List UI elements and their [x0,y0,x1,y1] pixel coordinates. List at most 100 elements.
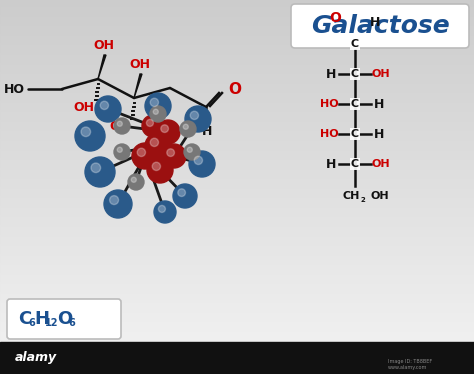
Bar [0,29,474,30]
Bar [0,225,474,226]
Bar [0,251,474,252]
Text: H: H [326,67,336,80]
Bar [0,76,474,77]
Text: CH: CH [342,191,360,201]
Text: OH: OH [372,69,390,79]
Bar [0,227,474,228]
Bar [0,0,474,1]
Bar [0,48,474,49]
Text: C: C [351,69,359,79]
Bar [0,187,474,188]
Text: H: H [374,128,384,141]
Bar [0,24,474,25]
Bar [0,62,474,63]
Bar [0,322,474,323]
Bar [0,223,474,224]
Bar [0,335,474,336]
Text: O: O [228,82,241,96]
Bar [0,323,474,324]
Bar [0,309,474,310]
Bar [0,274,474,275]
Bar [0,304,474,305]
Bar [0,131,474,132]
Text: 2: 2 [361,197,365,203]
Bar [0,185,474,186]
Bar [0,297,474,298]
Bar [0,192,474,193]
Bar [0,216,474,217]
Bar [0,51,474,52]
Bar [0,142,474,143]
Bar [0,60,474,61]
Bar [0,240,474,241]
Bar [0,157,474,158]
Bar [0,58,474,59]
Bar [0,261,474,262]
Bar [0,39,474,40]
Bar [0,20,474,21]
Bar [0,266,474,267]
Text: O: O [57,310,72,328]
Bar [0,57,474,58]
Text: Image ID: TB8BEF: Image ID: TB8BEF [388,359,432,365]
Circle shape [167,149,174,156]
Bar [0,111,474,112]
Circle shape [150,98,158,107]
Circle shape [183,124,188,129]
Bar [0,317,474,318]
Bar [0,5,474,6]
Bar [0,110,474,111]
Bar [0,148,474,149]
Bar [0,205,474,206]
Bar [0,195,474,196]
Bar [0,221,474,222]
Bar [0,197,474,198]
Bar [0,175,474,176]
Circle shape [152,162,161,171]
Bar [0,12,474,13]
Bar [0,119,474,120]
Bar [0,182,474,183]
Bar [0,325,474,326]
Bar [0,61,474,62]
Bar [0,264,474,265]
Circle shape [150,138,158,147]
Bar [0,145,474,146]
Text: C: C [351,159,359,169]
Bar [0,206,474,207]
Bar [0,191,474,192]
Text: H: H [370,15,380,28]
Bar [0,140,474,141]
Bar [0,287,474,288]
Bar [0,259,474,260]
Bar [0,44,474,45]
Bar [0,128,474,129]
Bar [0,294,474,295]
Bar [0,32,474,33]
Bar [0,94,474,95]
Text: alamy: alamy [15,352,57,365]
Bar [0,74,474,75]
Text: H: H [202,125,212,138]
Bar [0,222,474,223]
Bar [0,167,474,168]
Bar [0,224,474,225]
Bar [0,13,474,14]
Circle shape [173,184,197,208]
Bar [0,89,474,90]
Bar [0,292,474,293]
Bar [0,134,474,135]
Circle shape [161,125,168,132]
Circle shape [184,144,200,160]
Bar [0,151,474,152]
Circle shape [137,148,146,157]
Bar [0,124,474,125]
Bar [0,25,474,26]
Bar [0,70,474,71]
Circle shape [162,144,186,168]
Circle shape [128,174,144,190]
Circle shape [156,120,180,144]
Bar [0,160,474,161]
Bar [0,144,474,145]
Bar [0,295,474,296]
